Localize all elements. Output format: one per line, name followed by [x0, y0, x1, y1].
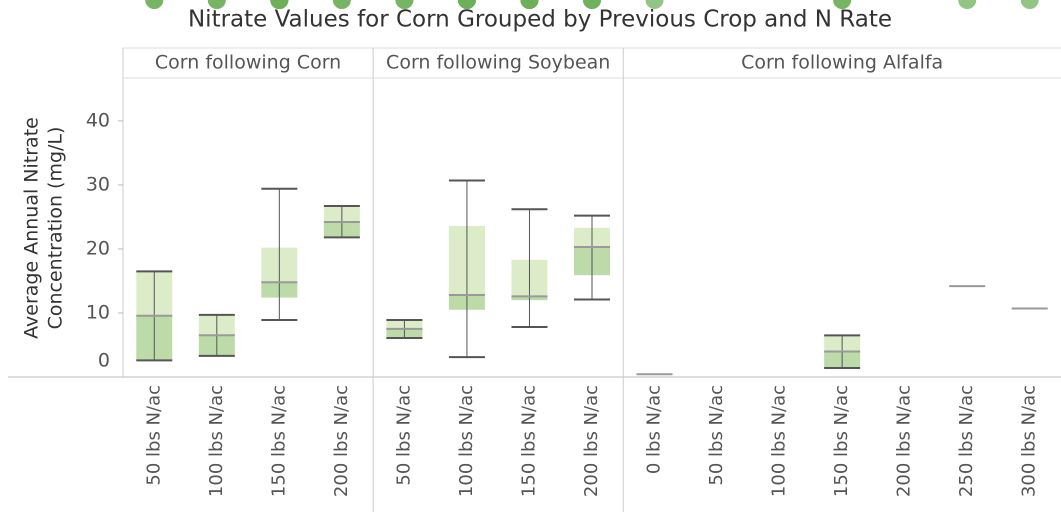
x-tick-label: 200 lbs N/ac	[894, 385, 915, 497]
data-point	[520, 0, 539, 9]
x-tick-label: 100 lbs N/ac	[769, 385, 790, 497]
facet-title: Corn following Soybean	[386, 52, 610, 74]
x-tick-label: 150 lbs N/ac	[268, 385, 289, 497]
y-tick-label: 30	[86, 173, 110, 195]
x-tick-label: 50 lbs N/ac	[393, 385, 414, 486]
data-point	[145, 0, 164, 9]
chart-title: Nitrate Values for Corn Grouped by Previ…	[188, 7, 892, 33]
x-tick-label: 150 lbs N/ac	[518, 385, 539, 497]
y-axis-title-line: Average Annual Nitrate	[21, 117, 43, 339]
y-axis-title: Average Annual Nitrate Concentration (mg…	[21, 117, 67, 339]
x-tick-label: 100 lbs N/ac	[456, 385, 477, 497]
data-point	[1020, 0, 1039, 9]
x-tick-label: 150 lbs N/ac	[831, 385, 852, 497]
y-tick-label: 0	[98, 350, 110, 372]
x-tick-label: 50 lbs N/ac	[706, 385, 727, 486]
data-point	[270, 0, 289, 9]
facet-title: Corn following Alfalfa	[741, 52, 943, 74]
y-axis-title-line: Concentration (mg/L)	[45, 127, 67, 330]
data-point	[583, 0, 601, 9]
data-point	[958, 0, 977, 9]
y-tick-label: 40	[86, 109, 110, 131]
data-point	[395, 0, 414, 9]
x-tick-label: 50 lbs N/ac	[143, 385, 164, 486]
data-point	[645, 0, 664, 9]
x-tick-label: 0 lbs N/ac	[644, 385, 665, 474]
data-point	[207, 0, 226, 9]
x-tick-label: 100 lbs N/ac	[206, 385, 227, 497]
x-tick-label: 200 lbs N/ac	[331, 385, 352, 497]
data-point	[457, 0, 476, 9]
x-tick-label: 250 lbs N/ac	[956, 385, 977, 497]
data-point	[332, 0, 351, 9]
y-tick-label: 10	[86, 301, 110, 323]
facet-title: Corn following Corn	[155, 52, 341, 74]
data-point	[833, 0, 852, 9]
x-tick-label: 200 lbs N/ac	[581, 385, 602, 497]
x-tick-label: 300 lbs N/ac	[1019, 385, 1040, 497]
y-tick-label: 20	[86, 237, 110, 259]
